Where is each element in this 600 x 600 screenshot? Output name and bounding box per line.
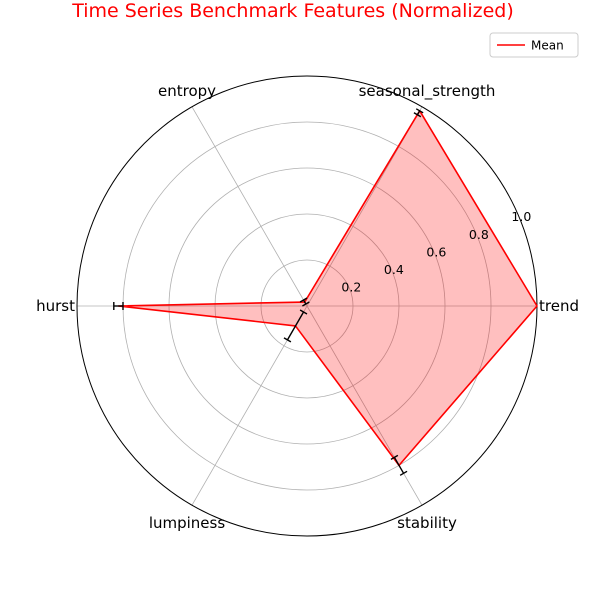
error-cap-seasonal_strength — [415, 108, 424, 114]
error-bar-lumpiness — [286, 311, 305, 341]
grid-circle — [260, 259, 354, 353]
legend-frame — [489, 32, 579, 58]
axis-label-trend: trend — [539, 297, 579, 315]
axis-label-stability: stability — [397, 514, 457, 532]
r-tick-label: 0.2 — [341, 280, 361, 295]
legend: Mean — [489, 32, 579, 58]
axis-label-entropy: entropy — [158, 82, 216, 100]
error-cap-entropy — [299, 297, 308, 303]
r-tick-label: 0.4 — [384, 262, 404, 277]
error-bar-seasonal_strength — [416, 110, 421, 116]
axis-labels: trend seasonal_strength entropy hurst lumpin… — [36, 82, 579, 532]
grid-circle — [214, 213, 400, 399]
spoke-entropy — [191, 106, 308, 307]
series-area-mean — [118, 110, 538, 466]
error-cap-lumpiness — [299, 309, 308, 315]
grid-circle — [168, 167, 446, 445]
legend-entry-mean: Mean — [531, 39, 564, 53]
axis-label-seasonal_strength: seasonal_strength — [359, 82, 496, 101]
axis-label-hurst: hurst — [36, 297, 75, 315]
error-cap-seasonal_strength — [413, 112, 422, 118]
chart-title: Time Series Benchmark Features (Normaliz… — [71, 0, 514, 22]
error-cap-entropy — [302, 301, 310, 307]
error-bar-entropy — [302, 299, 307, 305]
r-tick-label: 1.0 — [511, 209, 531, 224]
axis-label-lumpiness: lumpiness — [149, 514, 226, 532]
error-cap-lumpiness — [283, 337, 292, 343]
error-cap-stability — [399, 470, 408, 476]
error-bar-stability — [393, 457, 405, 474]
r-tick-label: 0.8 — [469, 227, 489, 242]
data-layer — [113, 108, 538, 476]
error-cap-stability — [390, 454, 399, 460]
r-tick-label: 0.6 — [426, 244, 446, 259]
